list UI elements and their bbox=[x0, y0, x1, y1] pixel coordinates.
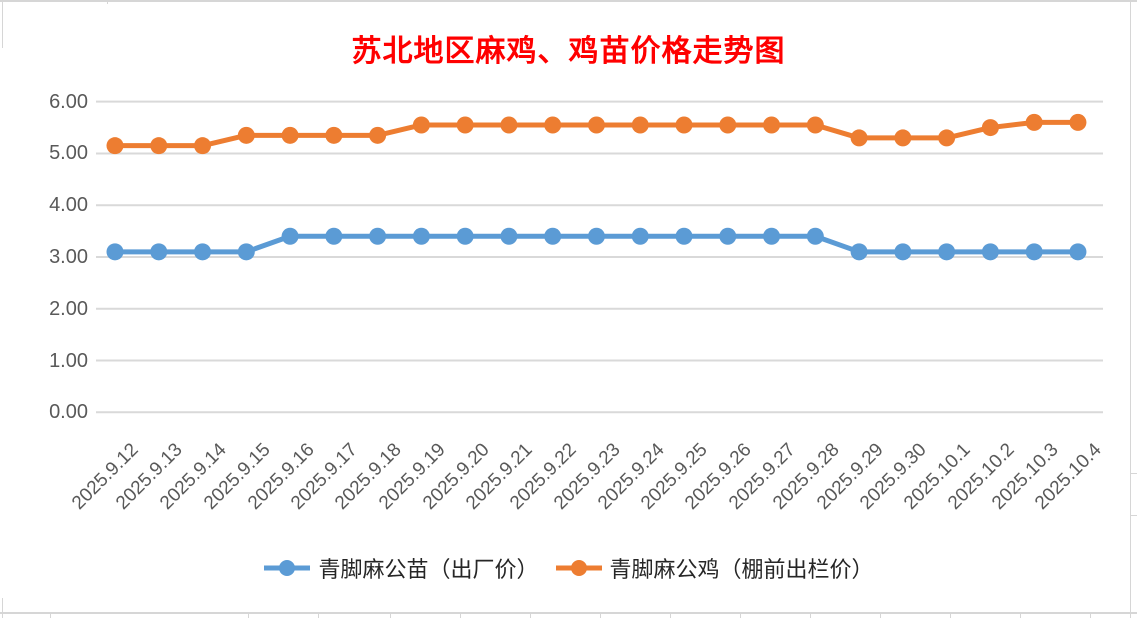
spreadsheet-gridline bbox=[1130, 515, 1137, 516]
data-point-marker[interactable] bbox=[587, 116, 605, 134]
data-point-marker[interactable] bbox=[587, 227, 605, 245]
spreadsheet-gridline bbox=[0, 0, 1137, 2]
data-point-marker[interactable] bbox=[194, 137, 212, 155]
spreadsheet-gridline bbox=[318, 613, 319, 618]
data-point-marker[interactable] bbox=[938, 243, 956, 261]
data-point-marker[interactable] bbox=[412, 116, 430, 134]
data-point-marker[interactable] bbox=[412, 227, 430, 245]
data-point-marker[interactable] bbox=[719, 227, 737, 245]
legend-label: 青脚麻公鸡（棚前出栏价） bbox=[609, 557, 874, 582]
spreadsheet-gridline bbox=[530, 613, 531, 618]
data-point-marker[interactable] bbox=[938, 129, 956, 147]
data-point-marker[interactable] bbox=[500, 116, 518, 134]
data-point-marker[interactable] bbox=[237, 126, 255, 144]
data-point-marker[interactable] bbox=[1025, 113, 1043, 131]
y-axis-label: 2.00 bbox=[49, 297, 88, 320]
data-point-marker[interactable] bbox=[1069, 243, 1087, 261]
y-axis-label: 6.00 bbox=[49, 90, 88, 113]
data-point-marker[interactable] bbox=[850, 243, 868, 261]
data-point-marker[interactable] bbox=[106, 243, 124, 261]
y-axis-label: 1.00 bbox=[49, 349, 88, 372]
data-point-marker[interactable] bbox=[806, 116, 824, 134]
data-point-marker[interactable] bbox=[631, 227, 649, 245]
data-point-marker[interactable] bbox=[850, 129, 868, 147]
spreadsheet-gridline bbox=[2, 0, 3, 48]
legend-label: 青脚麻公苗（出厂价） bbox=[318, 557, 539, 582]
spreadsheet-gridline bbox=[600, 613, 601, 618]
legend-line-marker-icon bbox=[555, 560, 602, 576]
legend-line-marker-icon bbox=[264, 560, 311, 576]
data-point-marker[interactable] bbox=[544, 227, 562, 245]
data-point-marker[interactable] bbox=[1025, 243, 1043, 261]
data-point-marker[interactable] bbox=[894, 243, 912, 261]
spreadsheet-gridline bbox=[670, 613, 671, 618]
y-axis-label: 4.00 bbox=[49, 194, 88, 217]
legend-item-chicken-price[interactable]: 青脚麻公鸡（棚前出栏价） bbox=[555, 552, 874, 584]
spreadsheet-gridline bbox=[390, 613, 391, 618]
data-point-marker[interactable] bbox=[281, 227, 299, 245]
data-point-marker[interactable] bbox=[456, 227, 474, 245]
spreadsheet-gridline bbox=[248, 613, 249, 618]
data-point-marker[interactable] bbox=[500, 227, 518, 245]
spreadsheet-gridline bbox=[107, 0, 108, 4]
y-axis-label: 3.00 bbox=[49, 245, 88, 268]
spreadsheet-gridline bbox=[880, 613, 881, 618]
chart-legend: 青脚麻公苗（出厂价） 青脚麻公鸡（棚前出栏价） bbox=[0, 552, 1137, 584]
data-point-marker[interactable] bbox=[806, 227, 824, 245]
y-axis-label: 5.00 bbox=[49, 142, 88, 165]
data-point-marker[interactable] bbox=[675, 227, 693, 245]
spreadsheet-gridline bbox=[1130, 473, 1137, 474]
data-point-marker[interactable] bbox=[981, 243, 999, 261]
spreadsheet-gridline bbox=[950, 613, 951, 618]
spreadsheet-gridline bbox=[0, 612, 1137, 614]
data-point-marker[interactable] bbox=[281, 126, 299, 144]
data-point-marker[interactable] bbox=[106, 137, 124, 155]
spreadsheet-gridline bbox=[1020, 613, 1021, 618]
data-point-marker[interactable] bbox=[719, 116, 737, 134]
data-point-marker[interactable] bbox=[369, 126, 387, 144]
data-point-marker[interactable] bbox=[150, 243, 168, 261]
data-point-marker[interactable] bbox=[237, 243, 255, 261]
spreadsheet-gridline bbox=[50, 613, 51, 618]
data-point-marker[interactable] bbox=[325, 227, 343, 245]
spreadsheet-gridline bbox=[740, 613, 741, 618]
data-point-marker[interactable] bbox=[456, 116, 474, 134]
data-point-marker[interactable] bbox=[894, 129, 912, 147]
data-point-marker[interactable] bbox=[631, 116, 649, 134]
data-point-marker[interactable] bbox=[544, 116, 562, 134]
data-point-marker[interactable] bbox=[369, 227, 387, 245]
data-point-marker[interactable] bbox=[325, 126, 343, 144]
data-point-marker[interactable] bbox=[194, 243, 212, 261]
y-axis-label: 0.00 bbox=[49, 401, 88, 424]
data-point-marker[interactable] bbox=[1069, 113, 1087, 131]
spreadsheet-gridline bbox=[1090, 613, 1091, 618]
data-point-marker[interactable] bbox=[150, 137, 168, 155]
spreadsheet-gridline bbox=[2, 598, 3, 618]
spreadsheet-gridline bbox=[460, 613, 461, 618]
data-point-marker[interactable] bbox=[763, 116, 781, 134]
spreadsheet-gridline bbox=[810, 613, 811, 618]
data-point-marker[interactable] bbox=[981, 119, 999, 137]
data-point-marker[interactable] bbox=[675, 116, 693, 134]
data-point-marker[interactable] bbox=[763, 227, 781, 245]
spreadsheet-gridline bbox=[1130, 0, 1131, 618]
chart-title: 苏北地区麻鸡、鸡苗价格走势图 bbox=[351, 35, 786, 68]
legend-item-chick-price[interactable]: 青脚麻公苗（出厂价） bbox=[263, 552, 539, 584]
